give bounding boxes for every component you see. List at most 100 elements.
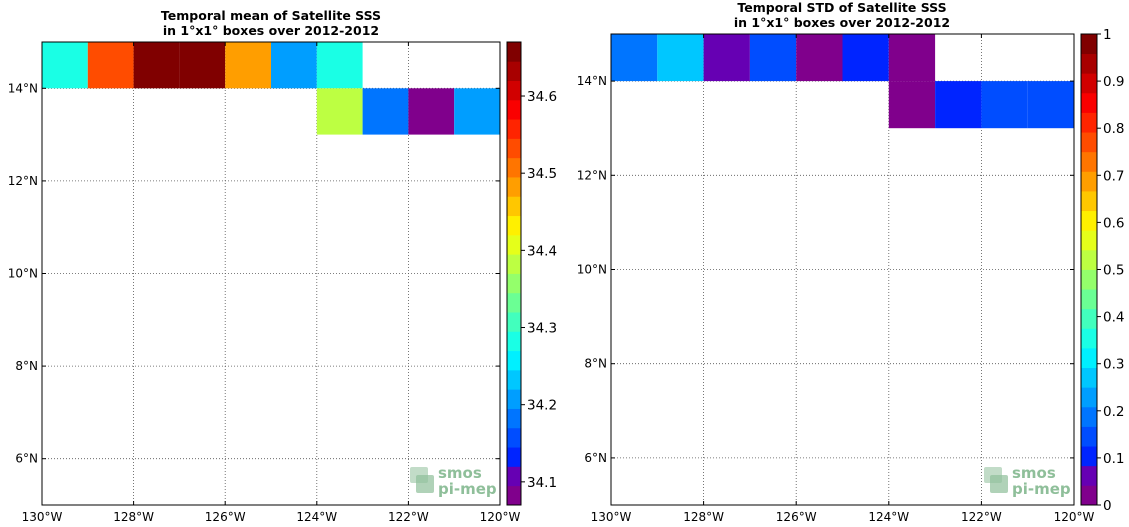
colorbar-segment xyxy=(1081,210,1097,231)
data-cell xyxy=(133,42,180,89)
colorbar-segment xyxy=(1081,465,1097,486)
colorbar-segment xyxy=(1081,406,1097,427)
x-tick-label: 124°W xyxy=(296,510,337,524)
logo-text-pimep: pi-mep xyxy=(1012,480,1071,498)
colorbar-segment xyxy=(507,80,521,101)
x-tick-label: 124°W xyxy=(868,510,909,524)
data-cell xyxy=(225,42,271,89)
colorbar-segment xyxy=(1081,446,1097,467)
colorbar-segment xyxy=(507,254,521,274)
data-cell xyxy=(935,81,982,129)
colorbar-segment xyxy=(507,61,521,81)
x-tick-label: 128°W xyxy=(113,510,154,524)
colorbar-segment xyxy=(1081,289,1097,310)
colorbar-segment xyxy=(507,312,521,332)
data-cell xyxy=(1027,81,1074,129)
data-cell xyxy=(408,88,455,135)
data-cell xyxy=(316,42,363,89)
colorbar-tick-label: 0.6 xyxy=(1103,215,1124,231)
y-tick-label: 10°N xyxy=(577,263,607,277)
colorbar-tick-label: 0.9 xyxy=(1103,74,1124,90)
data-cell xyxy=(42,42,88,89)
colorbar-segment xyxy=(1081,348,1097,369)
colorbar-segment xyxy=(507,215,521,236)
chart-title: Temporal mean of Satellite SSS xyxy=(161,8,381,23)
data-cell xyxy=(888,81,936,129)
y-tick-label: 10°N xyxy=(8,267,38,281)
colorbar-tick-label: 0.8 xyxy=(1103,121,1124,137)
data-cell xyxy=(362,88,409,135)
colorbar-tick-label: 0.1 xyxy=(1103,451,1124,467)
colorbar-segment xyxy=(507,466,521,487)
colorbar-tick-label: 0 xyxy=(1103,498,1112,514)
colorbar-tick-label: 0.2 xyxy=(1103,404,1124,420)
colorbar-segment xyxy=(507,138,521,159)
colorbar-segment xyxy=(1081,308,1097,329)
colorbar-segment xyxy=(1081,328,1097,349)
colorbar-tick-label: 0.5 xyxy=(1103,263,1124,279)
colorbar-frame xyxy=(506,41,522,506)
colorbar-segment xyxy=(1081,269,1097,290)
data-cell xyxy=(888,34,936,82)
x-tick-label: 128°W xyxy=(683,510,724,524)
colorbar-segment xyxy=(1081,387,1097,408)
logo-icon xyxy=(990,475,1008,493)
colorbar-tick-label: 0.7 xyxy=(1103,168,1124,184)
x-tick-label: 126°W xyxy=(776,510,817,524)
x-tick-label: 130°W xyxy=(22,510,63,524)
colorbar-segment xyxy=(507,196,521,217)
colorbar-segment xyxy=(507,42,521,62)
colorbar-tick-label: 34.3 xyxy=(527,321,557,337)
colorbar-segment xyxy=(1081,426,1097,447)
colorbar-segment xyxy=(507,234,521,255)
colorbar-segment xyxy=(1081,171,1097,192)
y-tick-label: 6°N xyxy=(584,451,607,465)
y-tick-label: 12°N xyxy=(577,168,607,182)
colorbar-segment xyxy=(1081,191,1097,212)
colorbar-tick-label: 34.1 xyxy=(527,475,557,491)
colorbar-tick-label: 0.4 xyxy=(1103,310,1124,326)
colorbar-segment xyxy=(507,350,521,371)
colorbar-segment xyxy=(1081,34,1097,55)
x-tick-label: 120°W xyxy=(480,510,521,524)
colorbar-segment xyxy=(507,389,521,409)
colorbar-segment xyxy=(1081,112,1097,133)
data-cell xyxy=(657,34,704,82)
data-cell xyxy=(316,88,363,135)
data-cell xyxy=(271,42,317,89)
x-tick-label: 122°W xyxy=(388,510,429,524)
colorbar-tick-label: 0.3 xyxy=(1103,357,1124,373)
data-cell xyxy=(179,42,226,89)
chart-subtitle: in 1°x1° boxes over 2012-2012 xyxy=(163,23,379,38)
y-tick-label: 8°N xyxy=(15,359,38,373)
colorbar-segment xyxy=(1081,249,1097,270)
colorbar-segment xyxy=(1081,73,1097,94)
data-cell xyxy=(611,34,658,82)
x-tick-label: 130°W xyxy=(591,510,632,524)
y-tick-label: 14°N xyxy=(8,81,38,95)
x-tick-label: 120°W xyxy=(1054,510,1095,524)
colorbar-segment xyxy=(1081,367,1097,388)
colorbar-segment xyxy=(507,447,521,467)
data-cell xyxy=(796,34,843,82)
x-tick-label: 122°W xyxy=(961,510,1002,524)
colorbar-segment xyxy=(507,99,521,120)
colorbar-segment xyxy=(1081,92,1097,113)
colorbar-segment xyxy=(507,273,521,294)
colorbar-segment xyxy=(507,292,521,313)
colorbar-segment xyxy=(1081,132,1097,153)
colorbar-tick-label: 1 xyxy=(1103,27,1112,43)
logo-text-smos: smos xyxy=(438,464,482,482)
colorbar-segment xyxy=(507,331,521,352)
colorbar-tick-label: 34.2 xyxy=(527,398,557,414)
colorbar-tick-label: 34.6 xyxy=(527,89,557,105)
logo-text-pimep: pi-mep xyxy=(438,480,497,498)
colorbar-segment xyxy=(507,119,521,139)
data-cell xyxy=(842,34,889,82)
data-cell xyxy=(749,34,797,82)
colorbar-segment xyxy=(507,369,521,390)
logo-icon xyxy=(416,475,434,493)
colorbar-tick-label: 34.5 xyxy=(527,166,557,182)
data-cell xyxy=(981,81,1028,129)
